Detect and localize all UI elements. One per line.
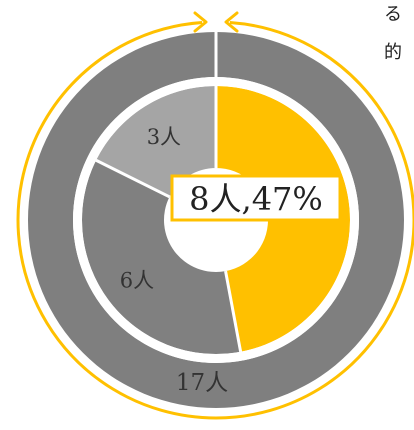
divider-1 bbox=[224, 270, 243, 352]
caption-fragment-2: 的 bbox=[384, 42, 402, 63]
inner-slice-1 bbox=[82, 160, 241, 354]
ring-gap bbox=[73, 77, 359, 363]
inner-slice-label-2: 3人 bbox=[147, 125, 181, 149]
chart-labels: 17人 8人,47% 6人 3人 bbox=[120, 125, 342, 396]
arrowhead-right bbox=[224, 11, 239, 33]
cycle-arrow bbox=[16, 11, 414, 420]
inner-slice-label-1: 6人 bbox=[120, 269, 154, 293]
ring-dividers bbox=[73, 31, 359, 363]
outer-slice-label: 17人 bbox=[176, 370, 228, 396]
highlight-label: 8人,47% bbox=[189, 180, 323, 218]
caption-fragment-1: る bbox=[384, 4, 402, 25]
arrowhead-left bbox=[193, 11, 208, 33]
inner-slice-2 bbox=[96, 85, 216, 197]
divider-2 bbox=[95, 158, 171, 199]
highlight-label-box bbox=[170, 174, 342, 222]
cycle-arrow-arc bbox=[16, 20, 414, 420]
